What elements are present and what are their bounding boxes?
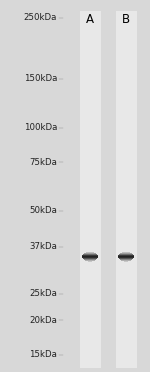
- Text: 37kDa: 37kDa: [29, 242, 57, 251]
- Text: B: B: [122, 13, 130, 26]
- Text: 250kDa: 250kDa: [24, 13, 57, 22]
- Text: 15kDa: 15kDa: [29, 350, 57, 359]
- Bar: [80, 11, 100, 368]
- Text: 50kDa: 50kDa: [29, 206, 57, 215]
- Text: 75kDa: 75kDa: [29, 157, 57, 167]
- Text: 150kDa: 150kDa: [24, 74, 57, 83]
- Text: 25kDa: 25kDa: [29, 289, 57, 298]
- Text: A: A: [86, 13, 94, 26]
- Text: 20kDa: 20kDa: [29, 316, 57, 325]
- Text: 100kDa: 100kDa: [24, 123, 57, 132]
- Bar: [116, 11, 136, 368]
